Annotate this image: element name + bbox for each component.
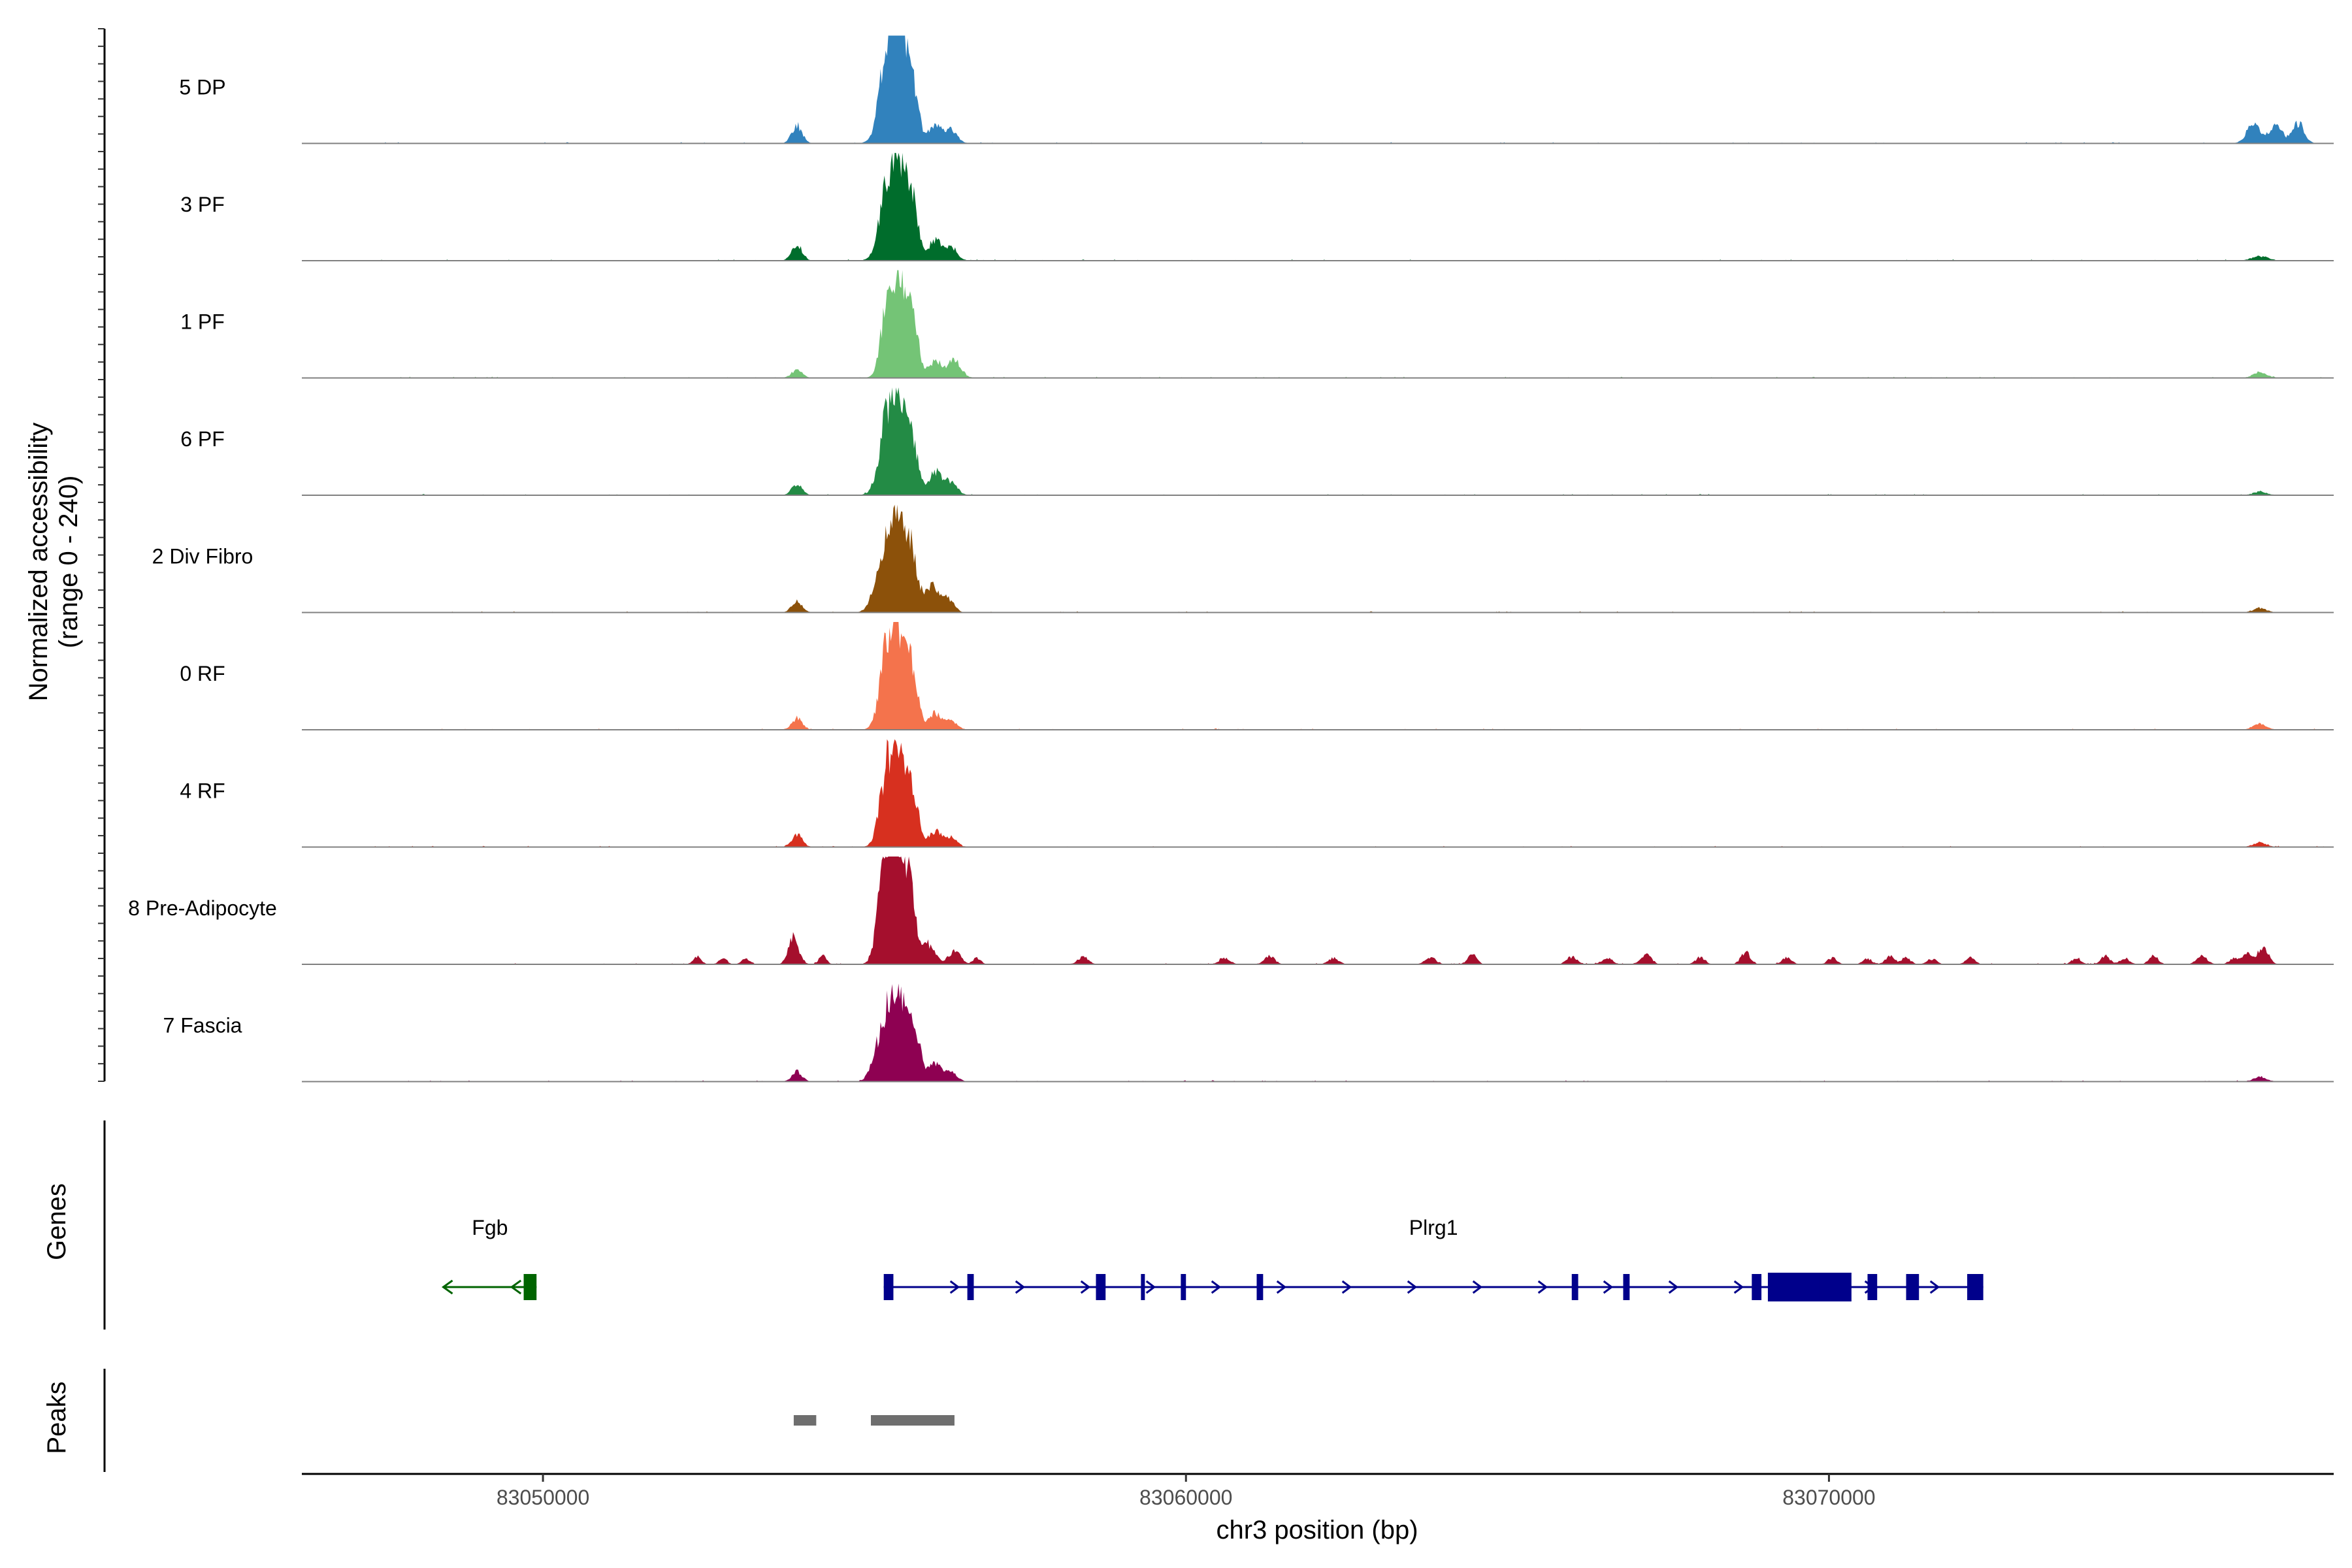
coverage-area [366, 504, 2334, 613]
exon [1867, 1274, 1878, 1300]
strand-arrow [1929, 1280, 1940, 1294]
coverage-area [366, 270, 2334, 378]
track-label: 8 Pre-Adipocyte [128, 896, 277, 920]
gene-annotation-panel: Fgb Plrg1 [441, 1216, 1984, 1301]
strand-arrow [1080, 1280, 1091, 1294]
track-8: 7 Fascia [163, 983, 2334, 1083]
track-label: 6 PF [180, 427, 225, 451]
exon [1141, 1274, 1145, 1300]
strand-arrow [441, 1279, 453, 1295]
exon [1571, 1274, 1578, 1300]
track-label: 2 Div Fibro [152, 545, 253, 568]
track-6: 4 RF [180, 739, 2334, 848]
y-axis-title-line1: Normalized accessibility [24, 423, 53, 702]
strand-arrow [949, 1280, 960, 1294]
exon [1256, 1274, 1264, 1300]
x-axis-title: chr3 position (bp) [1216, 1516, 1418, 1544]
track-3: 6 PF [180, 387, 2334, 496]
exon [523, 1274, 537, 1300]
strand-arrow [1145, 1280, 1156, 1294]
gene-plrg1: Plrg1 [883, 1216, 1984, 1301]
coverage-area [366, 739, 2334, 847]
strand-arrow [1341, 1280, 1352, 1294]
strand-arrow [510, 1279, 522, 1295]
coverage-area [366, 153, 2334, 261]
track-5: 0 RF [180, 622, 2334, 730]
x-tick-label: 83050000 [497, 1486, 589, 1509]
track-4: 2 Div Fibro [152, 504, 2334, 613]
gene-fgb: Fgb [441, 1216, 537, 1300]
track-0: 5 DP [179, 35, 2334, 144]
y-axis-title-line2: (range 0 - 240) [54, 476, 83, 649]
strand-arrow [1472, 1280, 1483, 1294]
track-2: 1 PF [180, 270, 2334, 379]
exon [1967, 1274, 1984, 1300]
coverage-tracks: 5 DP 3 PF 1 PF 6 PF 2 Div Fibro 0 RF 4 RF 8 Pre… [128, 35, 2334, 1083]
peak-region [870, 1415, 955, 1426]
strand-arrow [1407, 1280, 1418, 1294]
genes-panel-title: Genes [42, 1183, 71, 1260]
x-axis: 83050000 83060000 83070000 [302, 1473, 2334, 1509]
track-label: 0 RF [180, 662, 225, 685]
strand-arrow [1733, 1280, 1744, 1294]
peak-region [793, 1415, 817, 1426]
strand-arrow [1603, 1280, 1614, 1294]
track-label: 7 Fascia [163, 1014, 242, 1037]
track-label: 4 RF [180, 779, 225, 803]
strand-arrow [1015, 1280, 1026, 1294]
coverage-area [366, 35, 2334, 144]
track-7: 8 Pre-Adipocyte [128, 857, 2334, 965]
x-tick-label: 83070000 [1782, 1486, 1875, 1509]
coverage-area [366, 387, 2334, 495]
exon [883, 1274, 894, 1300]
exon [1767, 1273, 1823, 1301]
track-label: 1 PF [180, 310, 225, 334]
coverage-area [366, 983, 2334, 1082]
track-1: 3 PF [180, 153, 2334, 261]
exon [1819, 1273, 1852, 1301]
peaks-panel [793, 1415, 955, 1426]
strand-arrow [1537, 1280, 1548, 1294]
exon [1623, 1274, 1630, 1300]
track-label: 3 PF [180, 193, 225, 216]
strand-arrow [1668, 1280, 1679, 1294]
peaks-panel-title: Peaks [42, 1381, 71, 1454]
track-label: 5 DP [179, 76, 225, 99]
coverage-area [366, 622, 2334, 730]
strand-arrow [1211, 1280, 1222, 1294]
exon [967, 1274, 974, 1300]
exon [1181, 1274, 1186, 1300]
gene-label: Plrg1 [1409, 1216, 1458, 1239]
exon [1906, 1274, 1919, 1300]
coverage-area [366, 857, 2334, 964]
left-axes [98, 28, 106, 1472]
x-tick-label: 83060000 [1139, 1486, 1232, 1509]
exon [1096, 1274, 1106, 1300]
gene-label: Fgb [472, 1216, 508, 1239]
strand-arrow [1276, 1280, 1287, 1294]
exon [1752, 1274, 1762, 1300]
